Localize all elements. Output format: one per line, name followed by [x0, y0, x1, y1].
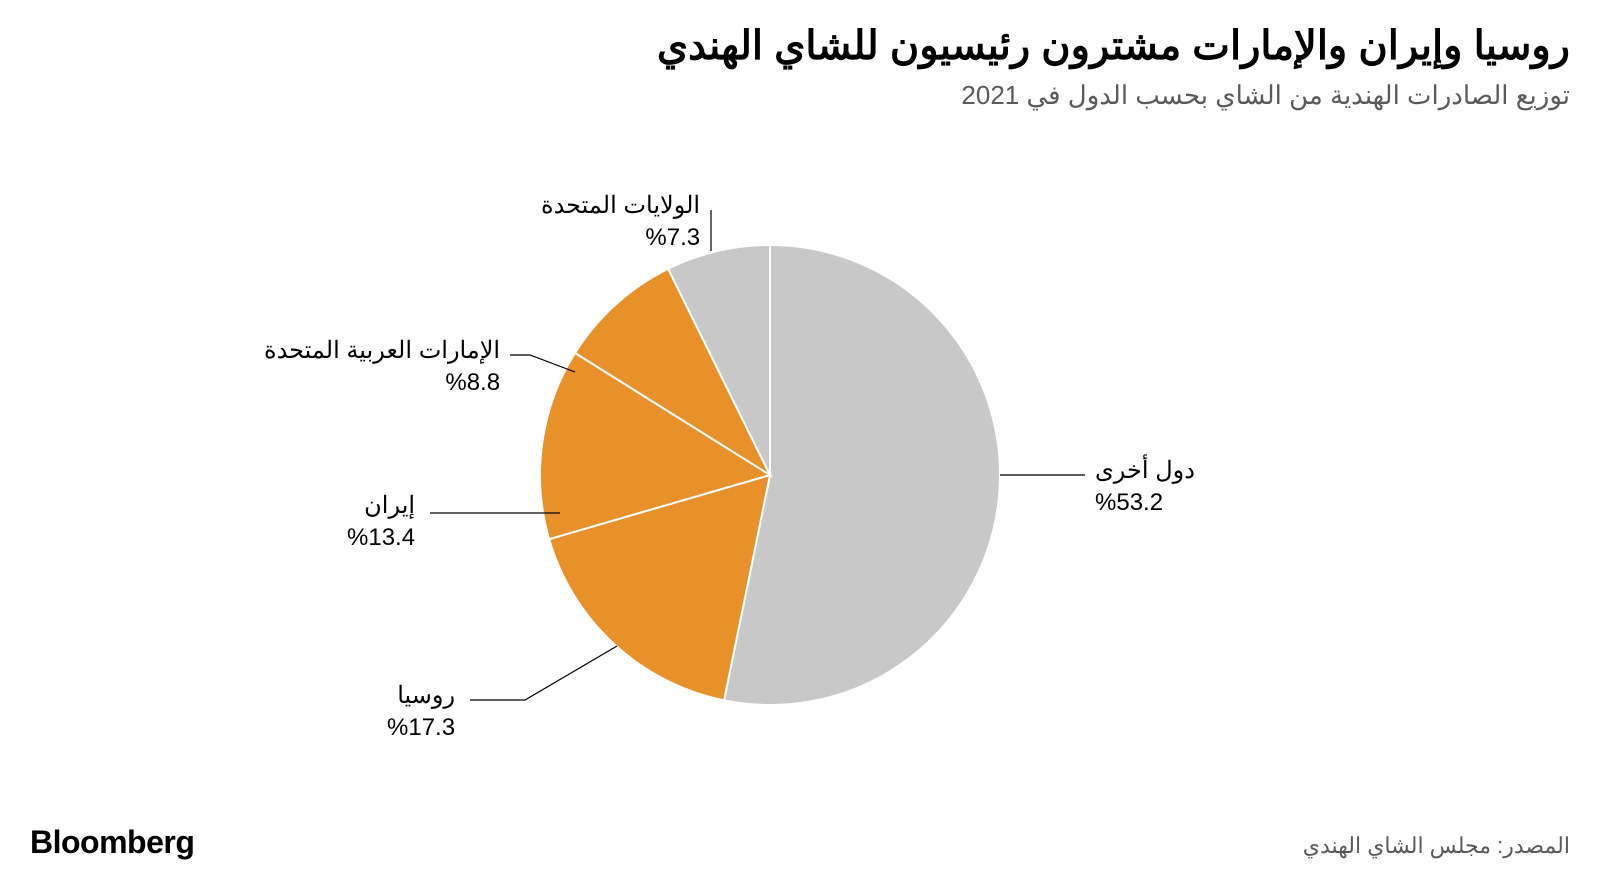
slice-label: الولايات المتحدة%7.3 — [541, 190, 700, 255]
chart-subtitle: توزيع الصادرات الهندية من الشاي بحسب الد… — [657, 80, 1570, 111]
slice-name: روسيا — [387, 680, 455, 712]
slice-value: %8.8 — [264, 367, 500, 399]
leader-line — [470, 646, 617, 700]
brand-logo: Bloomberg — [30, 824, 194, 861]
slice-label: دول أخرى%53.2 — [1095, 455, 1195, 520]
slice-value: %53.2 — [1095, 487, 1195, 519]
slice-name: الولايات المتحدة — [541, 190, 700, 222]
chart-title: روسيا وإيران والإمارات مشترون رئيسيون لل… — [657, 20, 1570, 72]
slice-value: %17.3 — [387, 712, 455, 744]
slice-label: إيران%13.4 — [347, 490, 415, 555]
source-attribution: المصدر: مجلس الشاي الهندي — [1303, 833, 1570, 859]
slice-label: روسيا%17.3 — [387, 680, 455, 745]
slice-name: الإمارات العربية المتحدة — [264, 335, 500, 367]
chart-header: روسيا وإيران والإمارات مشترون رئيسيون لل… — [657, 20, 1570, 111]
slice-name: دول أخرى — [1095, 455, 1195, 487]
pie-svg — [0, 140, 1600, 780]
slice-value: %13.4 — [347, 522, 415, 554]
slice-label: الإمارات العربية المتحدة%8.8 — [264, 335, 500, 400]
slice-value: %7.3 — [541, 222, 700, 254]
slice-name: إيران — [347, 490, 415, 522]
pie-chart: دول أخرى%53.2 روسيا%17.3 إيران%13.4 الإمارا… — [0, 140, 1600, 780]
